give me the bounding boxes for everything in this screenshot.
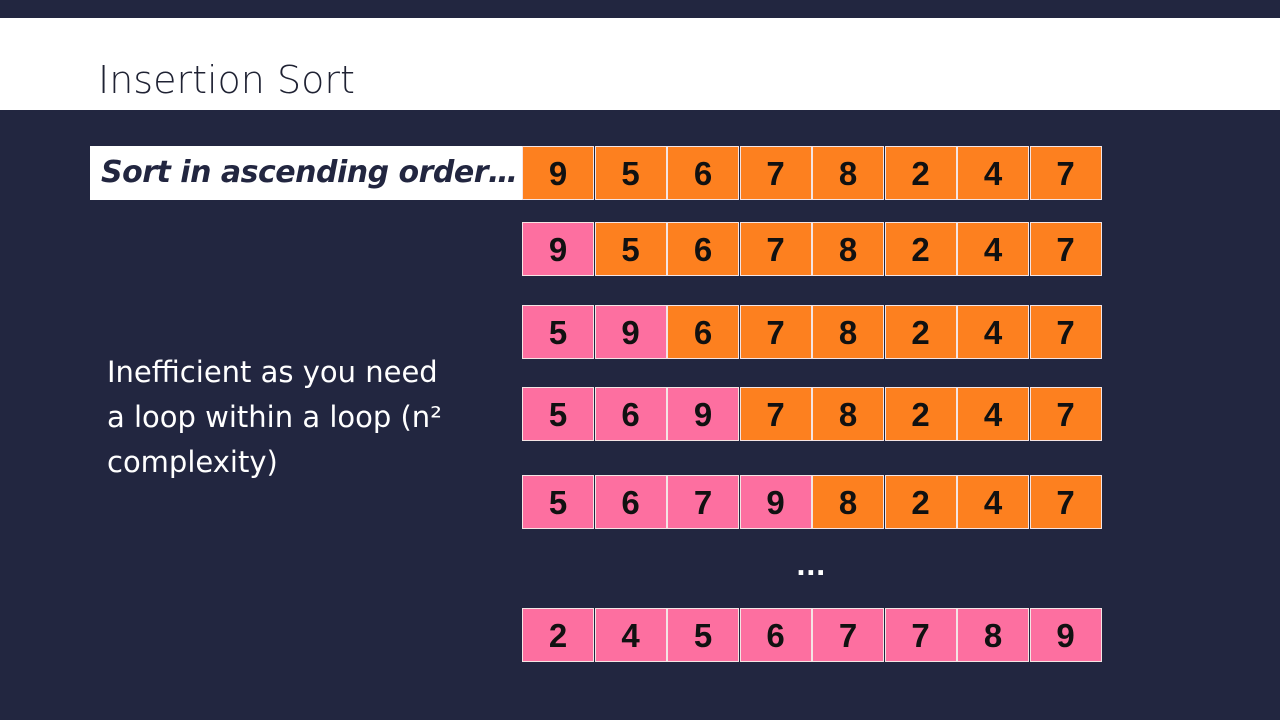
note-line: a loop within a loop (n² <box>107 400 442 434</box>
cell: 4 <box>957 305 1029 359</box>
cell: 6 <box>594 387 667 441</box>
cell: 8 <box>812 475 884 529</box>
cell: 2 <box>522 608 594 662</box>
prompt-text: Sort in ascending order… <box>101 155 518 190</box>
cell: 4 <box>957 387 1029 441</box>
cell: 2 <box>884 222 957 276</box>
cell: 8 <box>812 222 884 276</box>
cell: 2 <box>884 475 957 529</box>
cell: 7 <box>884 608 957 662</box>
cell: 6 <box>594 475 667 529</box>
cell: 9 <box>522 222 594 276</box>
cell: 7 <box>739 387 812 441</box>
cell: 7 <box>1029 146 1102 200</box>
cell: 8 <box>812 305 884 359</box>
cell: 8 <box>812 387 884 441</box>
cell: 7 <box>739 305 812 359</box>
cell: 7 <box>812 608 884 662</box>
cell: 2 <box>884 305 957 359</box>
cell: 7 <box>1029 387 1102 441</box>
slide-title: Insertion Sort <box>98 58 355 102</box>
cell: 6 <box>667 222 739 276</box>
cell: 9 <box>739 475 812 529</box>
cell: 7 <box>1029 222 1102 276</box>
cell: 7 <box>739 146 812 200</box>
header-bar: Insertion Sort <box>0 18 1280 110</box>
cell: 5 <box>594 146 667 200</box>
note-line: complexity) <box>107 445 278 479</box>
cell: 4 <box>594 608 667 662</box>
cell: 7 <box>1029 305 1102 359</box>
cell: 6 <box>739 608 812 662</box>
cell: 4 <box>957 222 1029 276</box>
prompt-box: Sort in ascending order… <box>90 146 522 200</box>
cell: 5 <box>522 305 594 359</box>
cell: 4 <box>957 146 1029 200</box>
cell: 6 <box>667 305 739 359</box>
cell: 5 <box>522 387 594 441</box>
ellipsis: ... <box>796 552 826 582</box>
cell: 5 <box>594 222 667 276</box>
note-line: Inefficient as you need <box>107 355 438 389</box>
cell: 4 <box>957 475 1029 529</box>
cell: 7 <box>739 222 812 276</box>
cell: 5 <box>522 475 594 529</box>
note: Inefficient as you need a loop within a l… <box>107 350 442 485</box>
cell: 2 <box>884 146 957 200</box>
cell: 8 <box>812 146 884 200</box>
cell: 9 <box>667 387 739 441</box>
cell: 9 <box>1029 608 1102 662</box>
cell: 9 <box>594 305 667 359</box>
cell: 7 <box>1029 475 1102 529</box>
cell: 7 <box>667 475 739 529</box>
cell: 5 <box>667 608 739 662</box>
cell: 2 <box>884 387 957 441</box>
cell: 8 <box>957 608 1029 662</box>
cell: 6 <box>667 146 739 200</box>
cell: 9 <box>522 146 594 200</box>
